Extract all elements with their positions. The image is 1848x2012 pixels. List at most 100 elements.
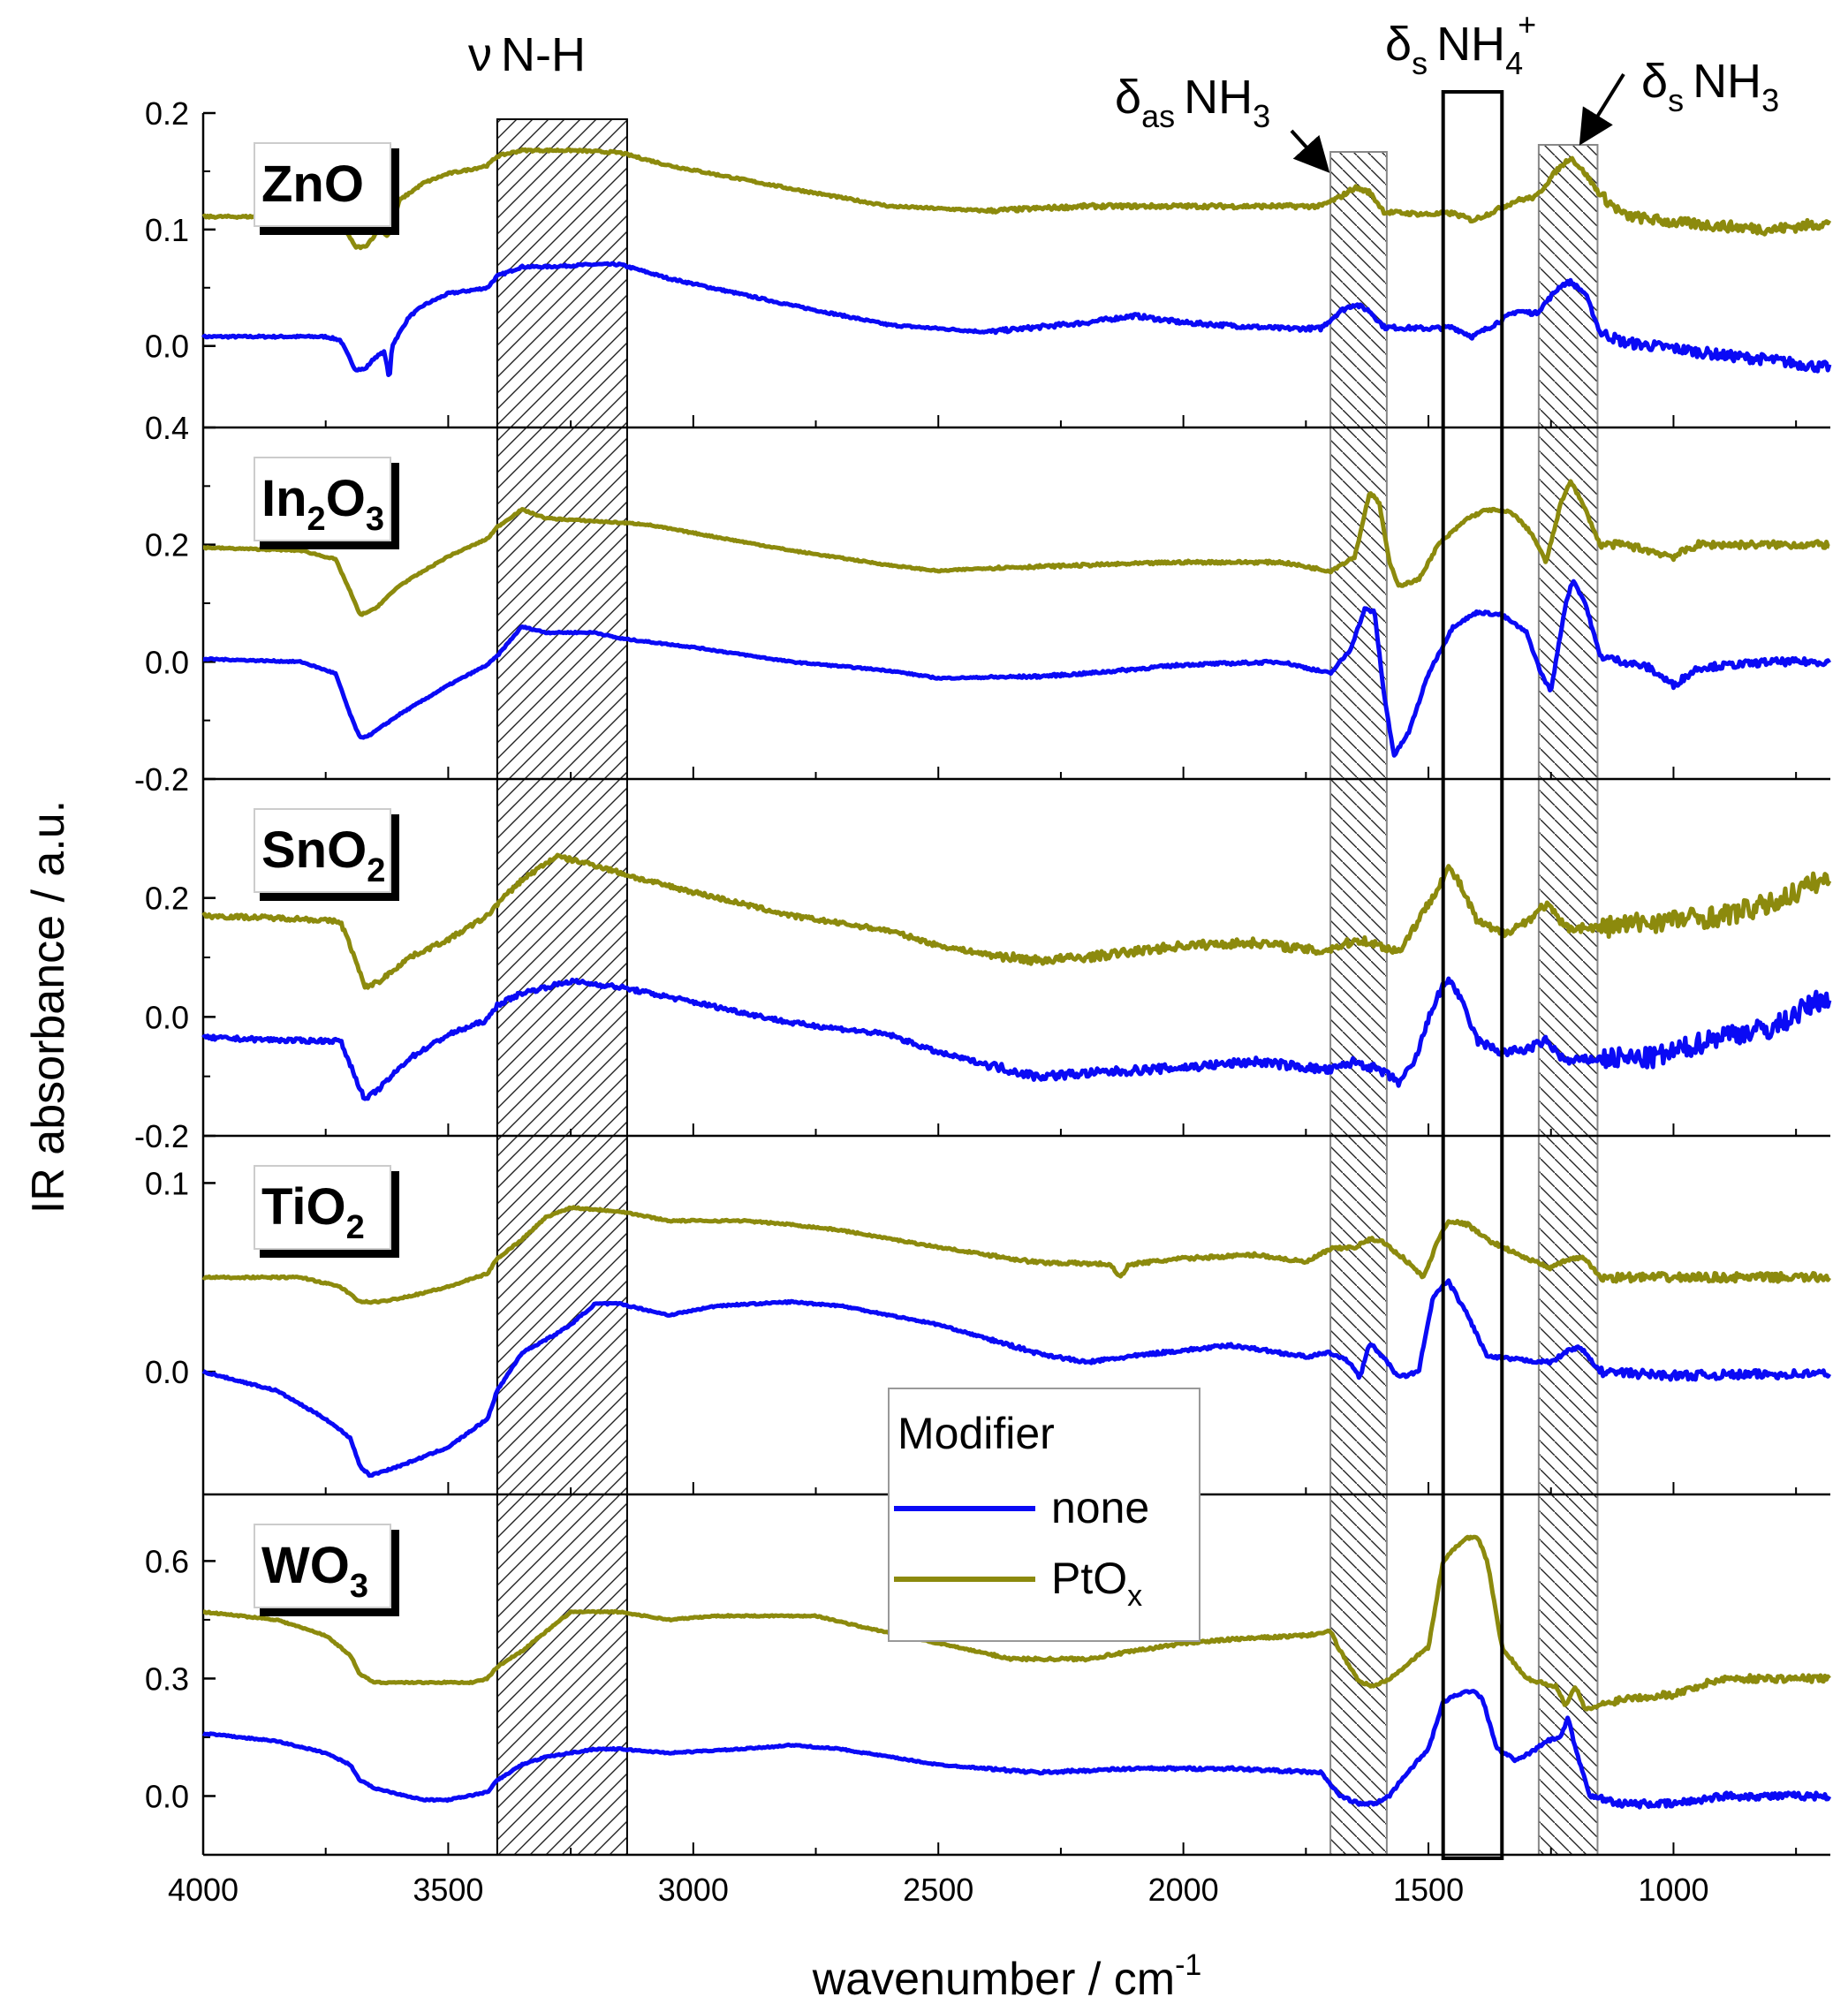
- panel-wo3-y-tick-label: 0.3: [145, 1660, 189, 1697]
- x-axis: 4000 3500 3000 2500 2000 1500 1000: [168, 1872, 1709, 1908]
- panel-label-main: TiO: [261, 1178, 346, 1236]
- annotation-text-sub: 3: [1761, 82, 1779, 118]
- panel-wo3: 0.0 0.3 0.6 WO3: [145, 1494, 1832, 1857]
- annotation-sub: as: [1141, 98, 1175, 134]
- panel-label-main: SnO: [261, 821, 367, 879]
- legend-title: Modifier: [897, 1409, 1055, 1458]
- legend-entry-ptox-main: PtO: [1051, 1554, 1127, 1603]
- panel-tio2-label-box: [254, 1165, 391, 1250]
- panel-sno2-y-tick-label: 0.2: [145, 881, 189, 917]
- panel-in2o3-label-box: [254, 457, 391, 541]
- x-tick-label: 1500: [1393, 1872, 1464, 1908]
- panel-wo3-series-none: [201, 1689, 1832, 1810]
- panel-zno-y-tick-label: 0.1: [145, 212, 189, 248]
- annotation-nu_nh: ν N-H: [468, 28, 586, 81]
- plot-panels: 0.00.10.2ZnO-0.20.00.20.4In2O3-0.20.00.2…: [134, 95, 1832, 1857]
- panel-zno: 0.0 0.1 0.2 ZnO: [145, 95, 1832, 429]
- panel-label-sub: 3: [350, 1568, 368, 1605]
- panel-wo3-label-box: [254, 1524, 391, 1608]
- panel-tio2-label: TiO2: [254, 1165, 399, 1258]
- y-axis-label: IR absorbance / a.u.: [23, 800, 74, 1214]
- annotation-symbol: δ: [1641, 55, 1668, 108]
- panel-sno2: -0.2 0.0 0.2 SnO2: [134, 779, 1832, 1154]
- band-delta_s_nh4: [1441, 90, 1504, 1860]
- panel-label-main2: O: [326, 470, 366, 527]
- legend-box: [888, 1388, 1200, 1642]
- panel-sno2-label: SnO2: [254, 808, 399, 901]
- x-tick-label: 4000: [168, 1872, 239, 1908]
- arrow-delta_s_nh3: [1579, 72, 1625, 146]
- panel-label-main: WO: [261, 1537, 350, 1594]
- panel-label-sub: 2: [307, 501, 326, 538]
- x-axis-label-text: wavenumber / cm: [812, 1954, 1175, 2005]
- annotation-delta_as_nh3: δas NH3: [1115, 71, 1270, 134]
- panel-sno2-label-box: [254, 808, 391, 893]
- panel-wo3-label: WO3: [254, 1524, 399, 1616]
- annotation-text: NH: [1436, 18, 1505, 71]
- annotation-sub: s: [1412, 45, 1428, 81]
- annotation-text-sub: 4: [1505, 45, 1523, 81]
- x-tick-label: 1000: [1638, 1872, 1708, 1908]
- legend: Modifier none PtOx: [888, 1388, 1200, 1642]
- panel-tio2-label-text: TiO2: [261, 1178, 365, 1246]
- panel-label-sub: 2: [367, 852, 385, 889]
- panel-zno-y-tick-label: 0.2: [145, 95, 189, 132]
- panel-in2o3-label: In2O3: [254, 457, 399, 549]
- panel-wo3-label-text: WO3: [261, 1537, 368, 1605]
- annotation-text-sub: 3: [1253, 98, 1270, 134]
- panel-sno2-y-tick-label: 0.0: [145, 999, 189, 1035]
- panel-in2o3-label-text: In2O3: [261, 470, 384, 538]
- panel-sno2-label-text: SnO2: [261, 821, 385, 889]
- annotation-text: NH: [1184, 71, 1253, 124]
- panel-label-sub2: 3: [366, 501, 384, 538]
- annotation-symbol: ν: [468, 28, 492, 81]
- legend-entry-ptox: PtOx: [1051, 1554, 1142, 1613]
- panel-tio2-series-ptox: [201, 1205, 1831, 1305]
- panel-in2o3: -0.2 0.0 0.2 0.4 In2O3: [134, 410, 1832, 798]
- panel-tio2-y-tick-label: 0.0: [145, 1354, 189, 1390]
- annotation-text: N-H: [501, 28, 586, 81]
- x-tick-label: 2500: [903, 1872, 973, 1908]
- panel-in2o3-series-none: [202, 579, 1832, 758]
- panel-zno-y-tick-label: 0.0: [145, 329, 189, 365]
- panel-wo3-y-tick-label: 0.0: [145, 1778, 189, 1814]
- annotation-text-sup: +: [1518, 6, 1536, 42]
- annotation-delta_s_nh4: δs NH4+: [1385, 6, 1536, 81]
- panel-in2o3-series-ptox: [202, 479, 1830, 617]
- x-axis-label-exponent: -1: [1175, 1948, 1201, 1982]
- annotation-sub: s: [1668, 82, 1684, 118]
- annotation-symbol: δ: [1385, 18, 1412, 71]
- x-tick-label: 3500: [413, 1872, 483, 1908]
- band-delta_as_nh3: [1329, 151, 1388, 1856]
- panel-sno2-series-none: [201, 976, 1832, 1101]
- panel-in2o3-y-tick-label: 0.4: [145, 410, 189, 446]
- annotation-delta_s_nh3: δs NH3: [1641, 55, 1779, 118]
- panel-wo3-y-tick-label: 0.6: [145, 1543, 189, 1579]
- x-axis-label: wavenumber / cm-1: [812, 1948, 1202, 2005]
- x-tick-label: 2000: [1148, 1872, 1219, 1908]
- panel-zno-series-none: [201, 261, 1832, 377]
- annotation-text: NH: [1693, 55, 1761, 108]
- panel-tio2-series-none: [201, 1278, 1832, 1479]
- panel-sno2-series-ptox: [201, 852, 1832, 990]
- panel-tio2-y-tick-label: 0.1: [145, 1165, 189, 1201]
- x-tick-label: 3000: [658, 1872, 729, 1908]
- panel-in2o3-y-tick-label: -0.2: [134, 761, 189, 798]
- panel-zno-label-text: ZnO: [261, 155, 364, 213]
- panel-zno-label: ZnO: [254, 142, 399, 235]
- band-delta_s_nh3: [1537, 144, 1599, 1856]
- panel-label-sub: 2: [346, 1209, 365, 1246]
- arrow-delta_as_nh3: [1290, 129, 1330, 173]
- panel-wo3-series-ptox: [202, 1534, 1831, 1712]
- panel-in2o3-y-tick-label: 0.2: [145, 527, 189, 564]
- panel-zno-series-ptox: [201, 147, 1832, 251]
- panel-sno2-y-tick-label: -0.2: [134, 1118, 189, 1154]
- annotation-symbol: δ: [1115, 71, 1141, 124]
- panel-label-main: ZnO: [261, 155, 364, 213]
- panel-label-main: In: [261, 470, 307, 527]
- panel-in2o3-y-tick-label: 0.0: [145, 644, 189, 680]
- legend-entry-none: none: [1051, 1483, 1149, 1532]
- panel-zno-label-box: [254, 142, 391, 227]
